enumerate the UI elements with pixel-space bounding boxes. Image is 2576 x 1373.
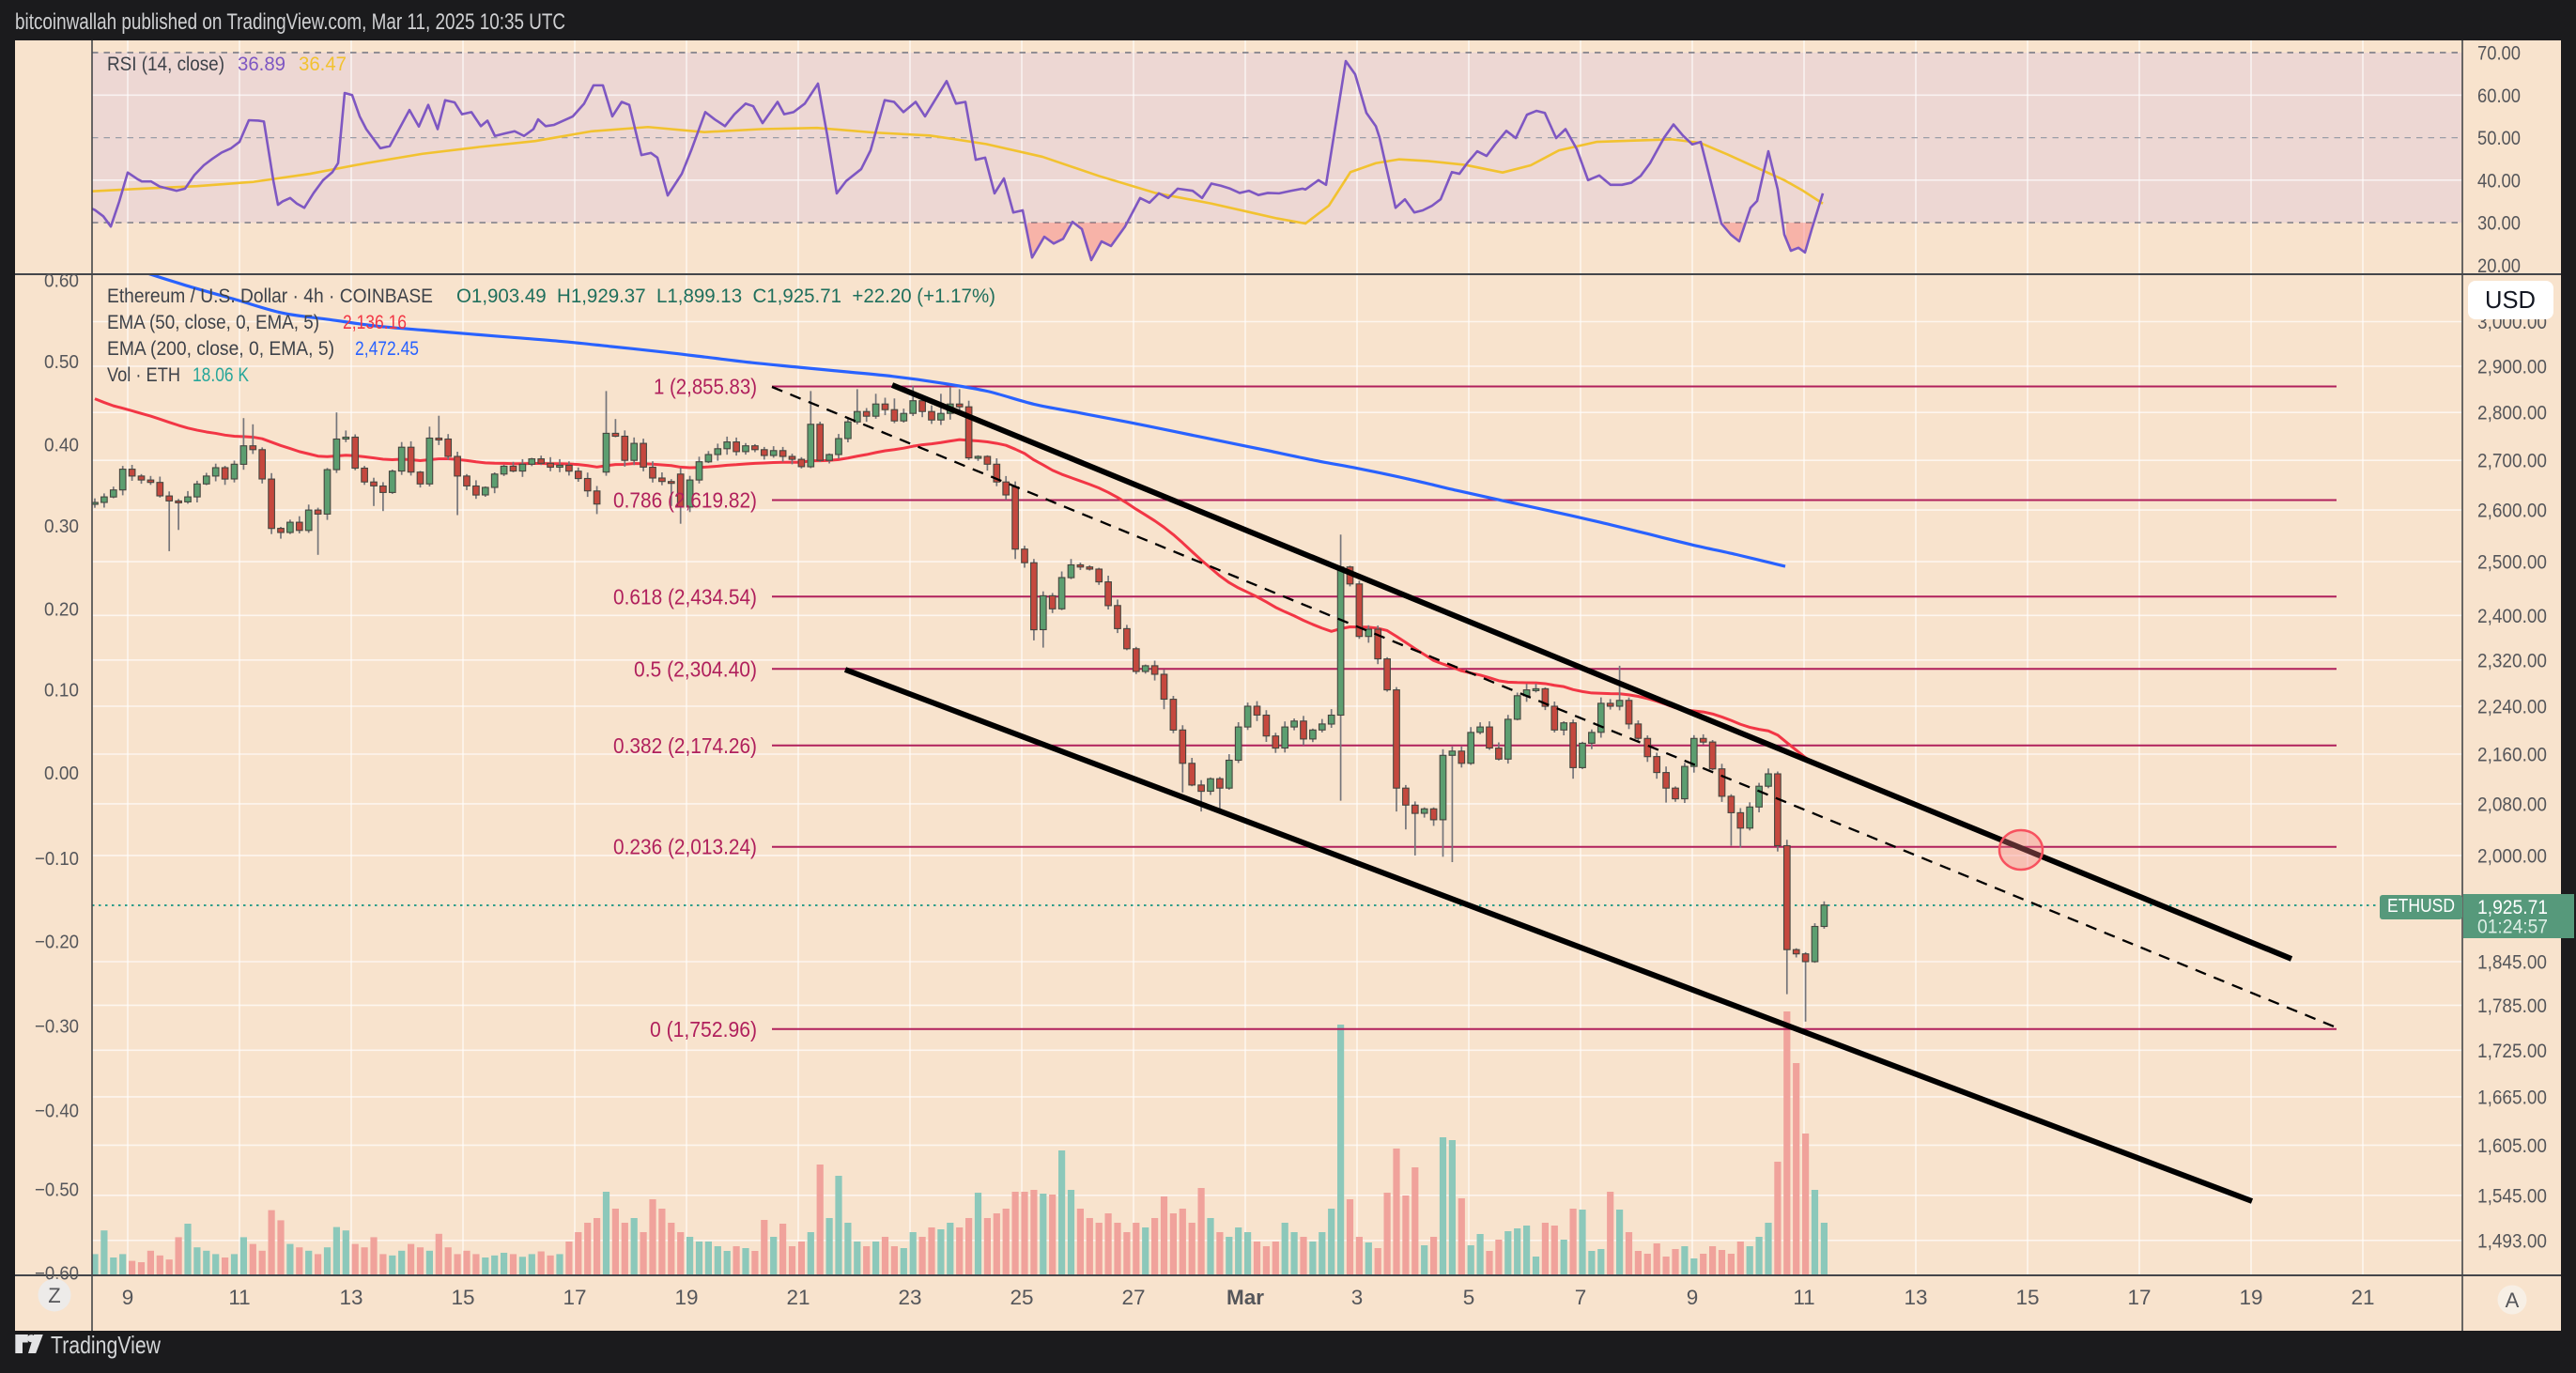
svg-text:36.89: 36.89	[238, 54, 285, 75]
svg-text:27: 27	[1121, 1286, 1145, 1309]
svg-text:−0.10: −0.10	[35, 848, 79, 870]
svg-text:3: 3	[1351, 1286, 1364, 1309]
svg-text:1,845.00: 1,845.00	[2477, 952, 2547, 974]
svg-text:Vol · ETH: Vol · ETH	[107, 364, 180, 386]
svg-text:−0.50: −0.50	[35, 1180, 79, 1201]
svg-text:0.382 (2,174.26): 0.382 (2,174.26)	[613, 733, 757, 758]
svg-text:23: 23	[898, 1286, 921, 1309]
svg-text:9: 9	[122, 1286, 134, 1309]
svg-text:1,605.00: 1,605.00	[2477, 1135, 2547, 1157]
svg-text:15: 15	[451, 1286, 474, 1309]
svg-text:21: 21	[2351, 1286, 2374, 1309]
svg-text:0.20: 0.20	[44, 599, 79, 621]
svg-text:13: 13	[1904, 1286, 1927, 1309]
svg-text:O1,903.49 H1,929.37 L1,899.1: O1,903.49 H1,929.37 L1,899.13 C1,925.71 …	[456, 285, 995, 307]
svg-text:18.06 K: 18.06 K	[193, 364, 249, 386]
svg-text:30.00: 30.00	[2477, 213, 2521, 235]
svg-text:2,240.00: 2,240.00	[2477, 697, 2547, 718]
svg-text:EMA (50, close, 0, EMA, 5): EMA (50, close, 0, EMA, 5)	[107, 312, 319, 333]
svg-text:40.00: 40.00	[2477, 170, 2521, 192]
svg-text:2,000.00: 2,000.00	[2477, 845, 2547, 867]
svg-text:0.50: 0.50	[44, 351, 79, 373]
svg-text:19: 19	[674, 1286, 698, 1309]
svg-text:0.5 (2,304.40): 0.5 (2,304.40)	[634, 656, 757, 681]
svg-text:EMA (200, close, 0, EMA, 5): EMA (200, close, 0, EMA, 5)	[107, 338, 334, 360]
svg-text:70.00: 70.00	[2477, 43, 2521, 65]
svg-text:20.00: 20.00	[2477, 255, 2521, 277]
svg-text:0.618 (2,434.54): 0.618 (2,434.54)	[613, 584, 757, 609]
svg-text:0.30: 0.30	[44, 516, 79, 537]
svg-text:TradingView: TradingView	[51, 1331, 161, 1359]
svg-text:1,545.00: 1,545.00	[2477, 1185, 2547, 1207]
svg-text:7: 7	[1575, 1286, 1587, 1309]
svg-text:25: 25	[1010, 1286, 1033, 1309]
svg-text:A: A	[2506, 1288, 2520, 1312]
svg-text:0 (1,752.96): 0 (1,752.96)	[650, 1017, 757, 1041]
svg-text:11: 11	[228, 1286, 250, 1309]
svg-text:13: 13	[339, 1286, 362, 1309]
svg-text:36.47: 36.47	[299, 54, 347, 75]
svg-text:0.40: 0.40	[44, 435, 79, 456]
svg-text:2,700.00: 2,700.00	[2477, 451, 2547, 472]
svg-text:Z: Z	[48, 1284, 60, 1307]
svg-text:19: 19	[2239, 1286, 2262, 1309]
svg-text:2,320.00: 2,320.00	[2477, 650, 2547, 671]
svg-text:−0.20: −0.20	[35, 931, 79, 952]
svg-text:2,160.00: 2,160.00	[2477, 745, 2547, 766]
svg-text:1,925.71: 1,925.71	[2477, 897, 2548, 918]
svg-text:0.60: 0.60	[44, 270, 79, 292]
svg-text:−0.60: −0.60	[35, 1263, 79, 1285]
svg-text:1,493.00: 1,493.00	[2477, 1230, 2547, 1252]
svg-text:01:24:57: 01:24:57	[2477, 917, 2548, 938]
svg-text:bitcoinwallah published on Tra: bitcoinwallah published on TradingView.c…	[15, 9, 565, 35]
svg-text:0.236 (2,013.24): 0.236 (2,013.24)	[613, 835, 757, 859]
svg-text:60.00: 60.00	[2477, 85, 2521, 107]
svg-text:11: 11	[1793, 1286, 1814, 1309]
svg-text:USD: USD	[2485, 285, 2536, 314]
svg-text:ETHUSD: ETHUSD	[2387, 896, 2455, 917]
svg-text:2,900.00: 2,900.00	[2477, 357, 2547, 378]
svg-text:17: 17	[2127, 1286, 2151, 1309]
svg-text:2,472.45: 2,472.45	[355, 338, 419, 360]
svg-text:2,136.16: 2,136.16	[343, 312, 407, 333]
svg-text:−0.30: −0.30	[35, 1016, 79, 1038]
svg-text:9: 9	[1687, 1286, 1699, 1309]
svg-text:1,725.00: 1,725.00	[2477, 1041, 2547, 1062]
svg-text:Mar: Mar	[1226, 1286, 1264, 1309]
svg-text:RSI (14, close): RSI (14, close)	[107, 54, 224, 75]
svg-text:2,800.00: 2,800.00	[2477, 403, 2547, 424]
svg-text:2,080.00: 2,080.00	[2477, 794, 2547, 815]
svg-text:Ethereum / U.S. Dollar · 4h ·: Ethereum / U.S. Dollar · 4h · COINBASE	[107, 285, 433, 307]
svg-text:21: 21	[786, 1286, 810, 1309]
svg-text:5: 5	[1463, 1286, 1475, 1309]
svg-text:0.00: 0.00	[44, 763, 79, 784]
svg-text:15: 15	[2015, 1286, 2039, 1309]
svg-text:2,500.00: 2,500.00	[2477, 552, 2547, 574]
svg-text:50.00: 50.00	[2477, 128, 2521, 149]
svg-text:2,400.00: 2,400.00	[2477, 606, 2547, 627]
svg-text:1,785.00: 1,785.00	[2477, 995, 2547, 1017]
svg-text:1,665.00: 1,665.00	[2477, 1087, 2547, 1108]
svg-text:1 (2,855.83): 1 (2,855.83)	[654, 375, 757, 399]
svg-text:0.10: 0.10	[44, 680, 79, 702]
svg-text:−0.40: −0.40	[35, 1101, 79, 1122]
svg-text:0.786 (2,619.82): 0.786 (2,619.82)	[613, 488, 757, 513]
svg-text:2,600.00: 2,600.00	[2477, 501, 2547, 522]
svg-text:17: 17	[563, 1286, 586, 1309]
